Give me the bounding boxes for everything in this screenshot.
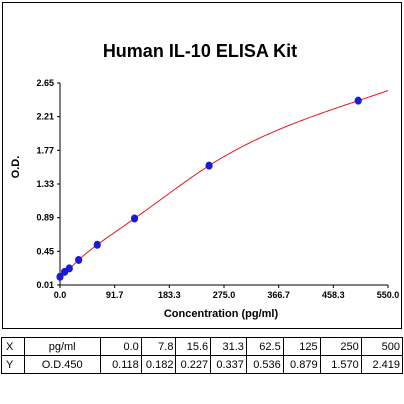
x-tick-label: 183.3 [158, 290, 181, 300]
row-header: X [1, 337, 25, 356]
table-row: Y O.D.450 0.118 0.182 0.227 0.337 0.536 0.879 1.… [1, 355, 404, 374]
y-tick-label: 0.45 [36, 246, 54, 256]
table-cell: 1.570 [319, 355, 362, 374]
data-point [56, 272, 64, 281]
table-cell: 62.5 [245, 337, 284, 356]
y-tick-label: 0.89 [36, 213, 54, 223]
x-tick-label: 91.7 [106, 290, 124, 300]
chart-svg: Human IL-10 ELISA Kit 0.01 0.45 0.89 1.33 1.… [10, 41, 399, 320]
table-cell: 0.879 [282, 355, 321, 374]
table-cell: 0.118 [99, 355, 142, 374]
table-cell: 125 [282, 337, 321, 356]
y-tick-label: 1.77 [36, 145, 54, 155]
table-cell: 250 [319, 337, 362, 356]
x-tick-label: 275.0 [213, 290, 236, 300]
axes [59, 83, 388, 286]
chart-frame [2, 2, 402, 329]
data-point [93, 240, 101, 249]
table-cell: 0.182 [140, 355, 177, 374]
unit-cell: pg/ml [23, 337, 101, 356]
table-cell: 500 [360, 337, 404, 356]
data-points [56, 96, 362, 281]
data-point [130, 214, 139, 223]
y-tick-label: 1.33 [36, 179, 54, 189]
y-tick-label: 0.01 [36, 280, 54, 290]
x-tick-label: 0.0 [54, 290, 67, 300]
unit-cell: O.D.450 [23, 355, 101, 374]
x-tick-label: 550.0 [377, 290, 400, 300]
tick-labels: 0.01 0.45 0.89 1.33 1.77 2.21 2.65 0.0 91.7 183.3… [36, 78, 399, 300]
table-cell: 0.536 [245, 355, 284, 374]
x-axis-label: Concentration (pg/ml) [164, 308, 279, 320]
y-axis-label: O.D. [10, 156, 22, 179]
table-cell: 7.8 [140, 337, 177, 356]
data-point [65, 264, 73, 273]
table-cell: 31.3 [210, 337, 247, 356]
x-tick-label: 458.3 [322, 290, 345, 300]
data-point [354, 96, 362, 105]
chart-title: Human IL-10 ELISA Kit [103, 41, 297, 61]
y-tick-label: 2.21 [36, 112, 54, 122]
table-cell: 0.337 [210, 355, 247, 374]
row-header: Y [1, 355, 25, 374]
table-cell: 0.0 [99, 337, 142, 356]
table-cell: 0.227 [175, 355, 212, 374]
table-cell: 15.6 [175, 337, 212, 356]
data-point [205, 161, 213, 170]
y-tick-label: 2.65 [36, 78, 54, 88]
fit-curve [59, 90, 389, 278]
data-point [75, 255, 83, 264]
x-tick-label: 366.7 [267, 290, 290, 300]
table-cell: 2.419 [360, 355, 404, 374]
